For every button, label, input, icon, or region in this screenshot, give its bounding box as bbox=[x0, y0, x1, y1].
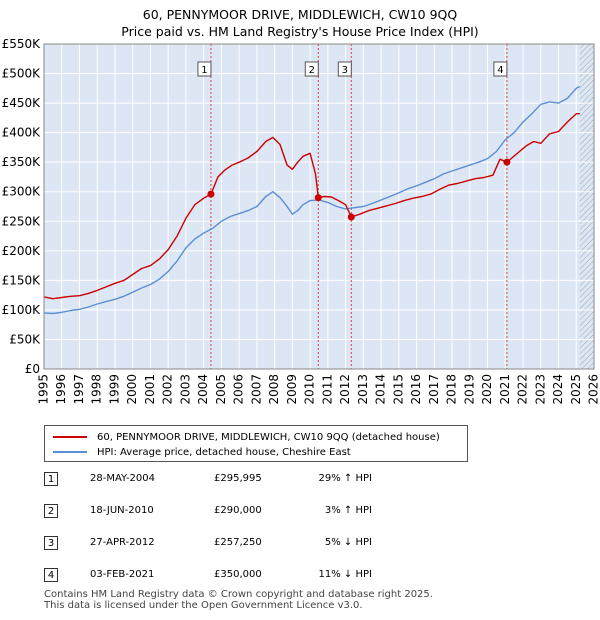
x-tick-label: 2021 bbox=[498, 374, 512, 405]
x-tick-label: 2004 bbox=[196, 374, 210, 405]
x-tick-label: 2020 bbox=[480, 374, 494, 405]
sale-number: 2 bbox=[44, 504, 58, 518]
sale-price: £295,995 bbox=[214, 473, 262, 484]
x-tick-label: 1995 bbox=[37, 374, 51, 405]
x-tick-label: 2008 bbox=[267, 374, 281, 405]
sale-hpi-diff: 3% ↑ HPI bbox=[324, 505, 372, 516]
sale-hpi-diff: 5% ↓ HPI bbox=[324, 537, 372, 548]
x-tick-label: 2019 bbox=[462, 374, 476, 405]
y-tick-label: £350K bbox=[2, 155, 42, 169]
x-tick-label: 2014 bbox=[374, 374, 388, 405]
plot-area bbox=[44, 44, 594, 369]
x-tick-label: 2016 bbox=[409, 374, 423, 405]
forecast-hatch bbox=[579, 44, 594, 369]
x-tick-label: 2023 bbox=[533, 374, 547, 405]
sale-marker-label: 1 bbox=[201, 65, 207, 76]
x-tick-label: 2009 bbox=[285, 374, 299, 405]
chart-title: 60, PENNYMOOR DRIVE, MIDDLEWICH, CW10 9Q… bbox=[0, 6, 600, 40]
y-tick-label: £400K bbox=[2, 126, 42, 140]
y-tick-label: £450K bbox=[2, 96, 42, 110]
legend-label-property: 60, PENNYMOOR DRIVE, MIDDLEWICH, CW10 9Q… bbox=[97, 431, 440, 443]
y-tick-label: £200K bbox=[2, 244, 42, 258]
sale-row: 1 28-MAY-2004 £295,995 29% ↑ HPI bbox=[44, 470, 464, 490]
chart-legend: 60, PENNYMOOR DRIVE, MIDDLEWICH, CW10 9Q… bbox=[44, 425, 468, 462]
sale-marker-box bbox=[493, 61, 508, 77]
y-tick-label: £100K bbox=[2, 303, 42, 317]
y-tick-label: £50K bbox=[9, 332, 41, 346]
sale-row: 3 27-APR-2012 £257,250 5% ↓ HPI bbox=[44, 534, 464, 554]
sale-marker-box bbox=[197, 61, 212, 77]
sale-hpi-diff: 29% ↑ HPI bbox=[318, 473, 372, 484]
x-tick-label: 2000 bbox=[125, 374, 139, 405]
y-tick-label: £0 bbox=[25, 362, 40, 376]
series-line-property bbox=[44, 113, 580, 300]
sale-marker-label: 3 bbox=[342, 65, 348, 76]
sale-hpi-diff: 11% ↓ HPI bbox=[318, 569, 372, 580]
legend-swatch-property bbox=[53, 436, 87, 438]
chart-plot: £0 £50K £100K £150K £200K £250K £300K £350K £400… bbox=[2, 37, 600, 405]
x-tick-label: 2002 bbox=[161, 374, 175, 405]
sale-number: 3 bbox=[44, 536, 58, 550]
sale-number: 4 bbox=[44, 568, 58, 582]
x-tick-label: 2025 bbox=[569, 374, 583, 405]
y-tick-label: £500K bbox=[2, 67, 42, 81]
sale-marker-label: 2 bbox=[309, 65, 315, 76]
x-tick-label: 2003 bbox=[178, 374, 192, 405]
x-tick-label: 2012 bbox=[338, 374, 352, 405]
x-tick-label: 2017 bbox=[427, 374, 441, 405]
sale-row: 2 18-JUN-2010 £290,000 3% ↑ HPI bbox=[44, 502, 464, 522]
sale-point bbox=[347, 213, 355, 221]
x-tick-label: 2015 bbox=[391, 374, 405, 405]
sale-price: £290,000 bbox=[214, 505, 262, 516]
x-tick-label: 1996 bbox=[54, 374, 68, 405]
x-tick-label: 2024 bbox=[551, 374, 565, 405]
x-tick-label: 2022 bbox=[516, 374, 530, 405]
x-tick-label: 2005 bbox=[214, 374, 228, 405]
legend-item-hpi: HPI: Average price, detached house, Ches… bbox=[53, 445, 351, 459]
sale-point bbox=[503, 158, 511, 166]
x-tick-label: 1997 bbox=[72, 374, 86, 405]
y-tick-label: £550K bbox=[2, 37, 42, 51]
sale-marker-box bbox=[304, 61, 319, 77]
series-line-hpi bbox=[44, 85, 581, 315]
x-tick-label: 2013 bbox=[356, 374, 370, 405]
footer-line2: This data is licensed under the Open Gov… bbox=[44, 600, 363, 611]
x-tick-label: 1998 bbox=[90, 374, 104, 405]
sale-date: 27-APR-2012 bbox=[90, 537, 155, 548]
plot-frame bbox=[43, 43, 595, 370]
x-tick-label: 2007 bbox=[249, 374, 263, 405]
legend-swatch-hpi bbox=[53, 451, 87, 453]
sale-price: £350,000 bbox=[214, 569, 262, 580]
y-tick-label: £250K bbox=[2, 214, 42, 228]
sale-number: 1 bbox=[44, 472, 58, 486]
sale-row: 4 03-FEB-2021 £350,000 11% ↓ HPI bbox=[44, 566, 464, 586]
legend-item-property: 60, PENNYMOOR DRIVE, MIDDLEWICH, CW10 9Q… bbox=[53, 430, 440, 444]
sale-marker-box bbox=[337, 61, 352, 77]
y-tick-label: £150K bbox=[2, 273, 42, 287]
footer-attribution: Contains HM Land Registry data © Crown c… bbox=[44, 589, 433, 611]
sale-point bbox=[314, 194, 322, 202]
sale-marker-label: 4 bbox=[497, 65, 503, 76]
legend-label-hpi: HPI: Average price, detached house, Ches… bbox=[97, 446, 351, 458]
x-tick-label: 2011 bbox=[320, 374, 334, 405]
x-tick-label: 2010 bbox=[303, 374, 317, 405]
sale-price: £257,250 bbox=[214, 537, 262, 548]
x-tick-label: 1999 bbox=[107, 374, 121, 405]
sale-date: 03-FEB-2021 bbox=[90, 569, 155, 580]
sale-point bbox=[207, 190, 215, 198]
chart-title-line2: Price paid vs. HM Land Registry's House … bbox=[121, 24, 479, 39]
sale-date: 18-JUN-2010 bbox=[90, 505, 154, 516]
x-tick-label: 2001 bbox=[143, 374, 157, 405]
x-tick-label: 2018 bbox=[445, 374, 459, 405]
x-tick-label: 2026 bbox=[587, 374, 600, 405]
chart-title-line1: 60, PENNYMOOR DRIVE, MIDDLEWICH, CW10 9Q… bbox=[142, 7, 458, 22]
sale-date: 28-MAY-2004 bbox=[90, 473, 156, 484]
x-tick-label: 2006 bbox=[232, 374, 246, 405]
y-tick-label: £300K bbox=[2, 185, 42, 199]
footer-line1: Contains HM Land Registry data © Crown c… bbox=[44, 589, 433, 600]
